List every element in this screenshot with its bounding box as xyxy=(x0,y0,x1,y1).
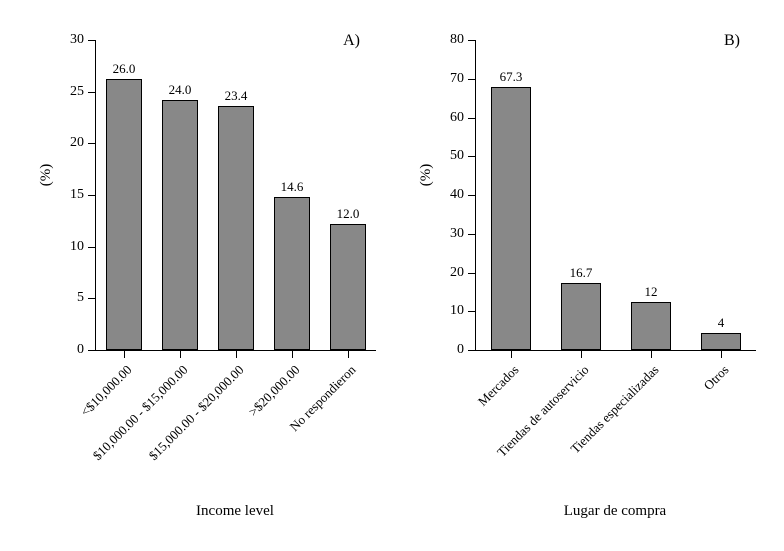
bar-slot: 24.0 xyxy=(152,40,208,350)
y-tick-label: 70 xyxy=(450,71,464,87)
bar xyxy=(631,302,671,351)
y-tick xyxy=(468,79,476,80)
y-tick xyxy=(88,195,96,196)
panel-a-ylabel: (%) xyxy=(38,155,55,195)
panel-a-plot-area: 26.024.023.414.612.0 051015202530<$10,00… xyxy=(95,40,376,351)
panel-a: A) (%) 26.024.023.414.612.0 051015202530… xyxy=(30,20,385,530)
y-tick xyxy=(468,118,476,119)
bar xyxy=(491,87,531,350)
y-tick-label: 10 xyxy=(70,239,84,255)
x-tick xyxy=(651,350,652,358)
bar xyxy=(561,283,601,350)
y-tick xyxy=(88,40,96,41)
y-tick-label: 30 xyxy=(450,226,464,242)
y-tick xyxy=(88,247,96,248)
bar-value-label: 12.0 xyxy=(337,206,360,222)
y-tick-label: 0 xyxy=(77,342,84,358)
bar-slot: 4 xyxy=(686,40,756,350)
panel-a-bars: 26.0 24.0 23.4 14.6 12.0 xyxy=(96,40,376,350)
bar-value-label: 12 xyxy=(645,284,658,300)
y-tick-label: 40 xyxy=(450,187,464,203)
bar xyxy=(218,106,255,350)
y-tick xyxy=(468,234,476,235)
y-tick-label: 5 xyxy=(77,290,84,306)
y-tick xyxy=(468,350,476,351)
bar-slot: 16.7 xyxy=(546,40,616,350)
y-tick xyxy=(468,273,476,274)
bar-value-label: 16.7 xyxy=(570,265,593,281)
bar-value-label: 4 xyxy=(718,315,725,331)
bar-value-label: 67.3 xyxy=(500,69,523,85)
panel-b: B) (%) 67.316.7124 01020304050607080Merc… xyxy=(410,20,765,530)
y-tick xyxy=(88,92,96,93)
y-tick xyxy=(88,350,96,351)
x-tick xyxy=(292,350,293,358)
bar-value-label: 14.6 xyxy=(281,179,304,195)
bar xyxy=(106,79,143,350)
y-tick-label: 15 xyxy=(70,187,84,203)
y-tick-label: 20 xyxy=(450,265,464,281)
bar xyxy=(330,224,367,350)
y-tick-label: 10 xyxy=(450,303,464,319)
x-tick-label: Otros xyxy=(701,362,733,394)
y-tick-label: 60 xyxy=(450,110,464,126)
x-tick xyxy=(180,350,181,358)
y-tick xyxy=(88,143,96,144)
x-tick-label: $10,000.00 - $15,000.00 xyxy=(90,362,192,464)
x-tick xyxy=(236,350,237,358)
x-tick-label: >$20,000.00 xyxy=(245,362,303,420)
y-tick-label: 30 xyxy=(70,32,84,48)
bar-slot: 14.6 xyxy=(264,40,320,350)
x-tick xyxy=(721,350,722,358)
panel-b-xlabel: Lugar de compra xyxy=(475,503,755,520)
x-tick-label: Mercados xyxy=(475,362,523,410)
panel-b-ylabel: (%) xyxy=(418,155,435,195)
y-tick-label: 20 xyxy=(70,135,84,151)
bar-value-label: 26.0 xyxy=(113,61,136,77)
bar-slot: 12.0 xyxy=(320,40,376,350)
x-tick-label: $15,000.00 - $20,000.00 xyxy=(146,362,248,464)
x-tick xyxy=(581,350,582,358)
x-tick xyxy=(124,350,125,358)
bar xyxy=(162,100,199,350)
y-tick xyxy=(88,298,96,299)
y-tick xyxy=(468,195,476,196)
x-tick-label: <$10,000.00 xyxy=(77,362,135,420)
bar xyxy=(701,333,741,351)
panel-b-bars: 67.3 16.7 12 4 xyxy=(476,40,756,350)
figure-root: A) (%) 26.024.023.414.612.0 051015202530… xyxy=(0,0,784,551)
y-tick xyxy=(468,40,476,41)
bar-slot: 67.3 xyxy=(476,40,546,350)
y-tick-label: 50 xyxy=(450,148,464,164)
y-tick-label: 80 xyxy=(450,32,464,48)
x-tick xyxy=(348,350,349,358)
x-tick xyxy=(511,350,512,358)
panel-a-xlabel: Income level xyxy=(95,503,375,520)
bar-slot: 12 xyxy=(616,40,686,350)
y-tick xyxy=(468,156,476,157)
panel-b-plot-area: 67.316.7124 01020304050607080MercadosTie… xyxy=(475,40,756,351)
y-tick xyxy=(468,311,476,312)
y-tick-label: 0 xyxy=(457,342,464,358)
bar xyxy=(274,197,311,350)
bar-value-label: 23.4 xyxy=(225,88,248,104)
bar-slot: 26.0 xyxy=(96,40,152,350)
y-tick-label: 25 xyxy=(70,84,84,100)
bar-slot: 23.4 xyxy=(208,40,264,350)
bar-value-label: 24.0 xyxy=(169,82,192,98)
